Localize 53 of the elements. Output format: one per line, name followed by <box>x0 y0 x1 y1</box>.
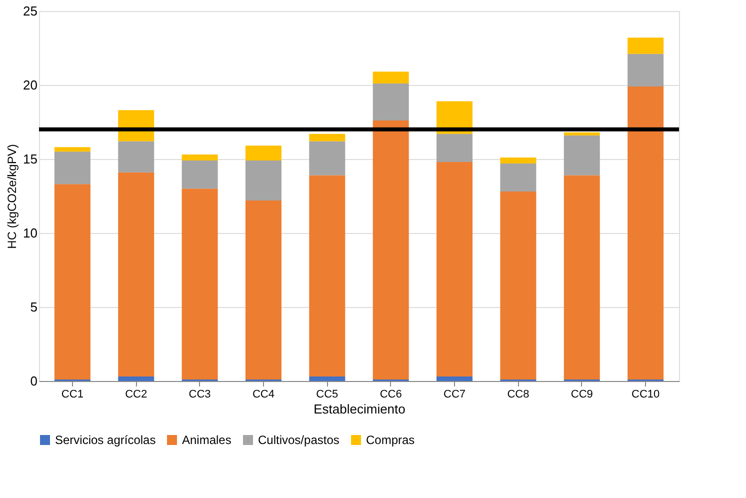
bar <box>500 158 536 164</box>
x-tick-label: CC7 <box>444 388 466 400</box>
bar <box>628 54 664 86</box>
bar <box>54 184 90 380</box>
bar <box>309 134 346 142</box>
y-tick-label: 5 <box>30 300 38 314</box>
bar <box>564 132 600 136</box>
legend-label: Animales <box>182 433 232 447</box>
bar <box>118 172 154 377</box>
bar <box>182 160 218 189</box>
bar <box>628 86 664 380</box>
legend-label: Compras <box>366 433 415 447</box>
legend-label: Cultivos/pastos <box>258 433 340 447</box>
bar <box>564 135 600 176</box>
bar <box>372 72 409 84</box>
bar <box>54 147 90 152</box>
bar <box>500 163 536 192</box>
bar <box>118 141 154 172</box>
x-axis-title: Establecimiento <box>314 402 406 416</box>
bar <box>436 162 473 377</box>
y-tick-label: 10 <box>23 226 38 240</box>
x-tick-label: CC6 <box>380 388 402 400</box>
x-tick-label: CC2 <box>125 388 148 400</box>
y-tick-label: 15 <box>23 152 38 166</box>
y-tick-label: 0 <box>30 374 38 388</box>
y-axis-title: HC (kgCO2e/kgPV) <box>5 144 20 249</box>
x-tick-label: CC9 <box>570 388 593 400</box>
bar <box>245 160 282 200</box>
bar <box>500 192 536 380</box>
x-tick-label: CC10 <box>632 388 660 400</box>
bar <box>372 120 409 380</box>
bar <box>309 376 346 381</box>
legend-label: Servicios agrícolas <box>55 433 156 447</box>
x-tick-label: CC4 <box>252 388 274 400</box>
x-tick-label: CC3 <box>188 388 211 400</box>
bar <box>436 134 473 162</box>
x-tick-label: CC8 <box>507 388 530 400</box>
bar <box>309 141 346 176</box>
bar <box>564 175 600 380</box>
bar <box>309 175 346 377</box>
bar <box>54 152 90 184</box>
bar <box>182 154 218 160</box>
bar <box>372 84 409 121</box>
bar <box>436 376 473 381</box>
bar <box>245 146 282 160</box>
bar <box>245 200 282 380</box>
x-tick-label: CC5 <box>316 388 338 400</box>
y-tick-label: 20 <box>23 78 38 92</box>
bar <box>118 376 154 381</box>
bar <box>628 38 664 54</box>
x-tick-label: CC1 <box>61 388 84 400</box>
y-tick-label: 25 <box>23 4 38 18</box>
bar <box>182 188 218 380</box>
